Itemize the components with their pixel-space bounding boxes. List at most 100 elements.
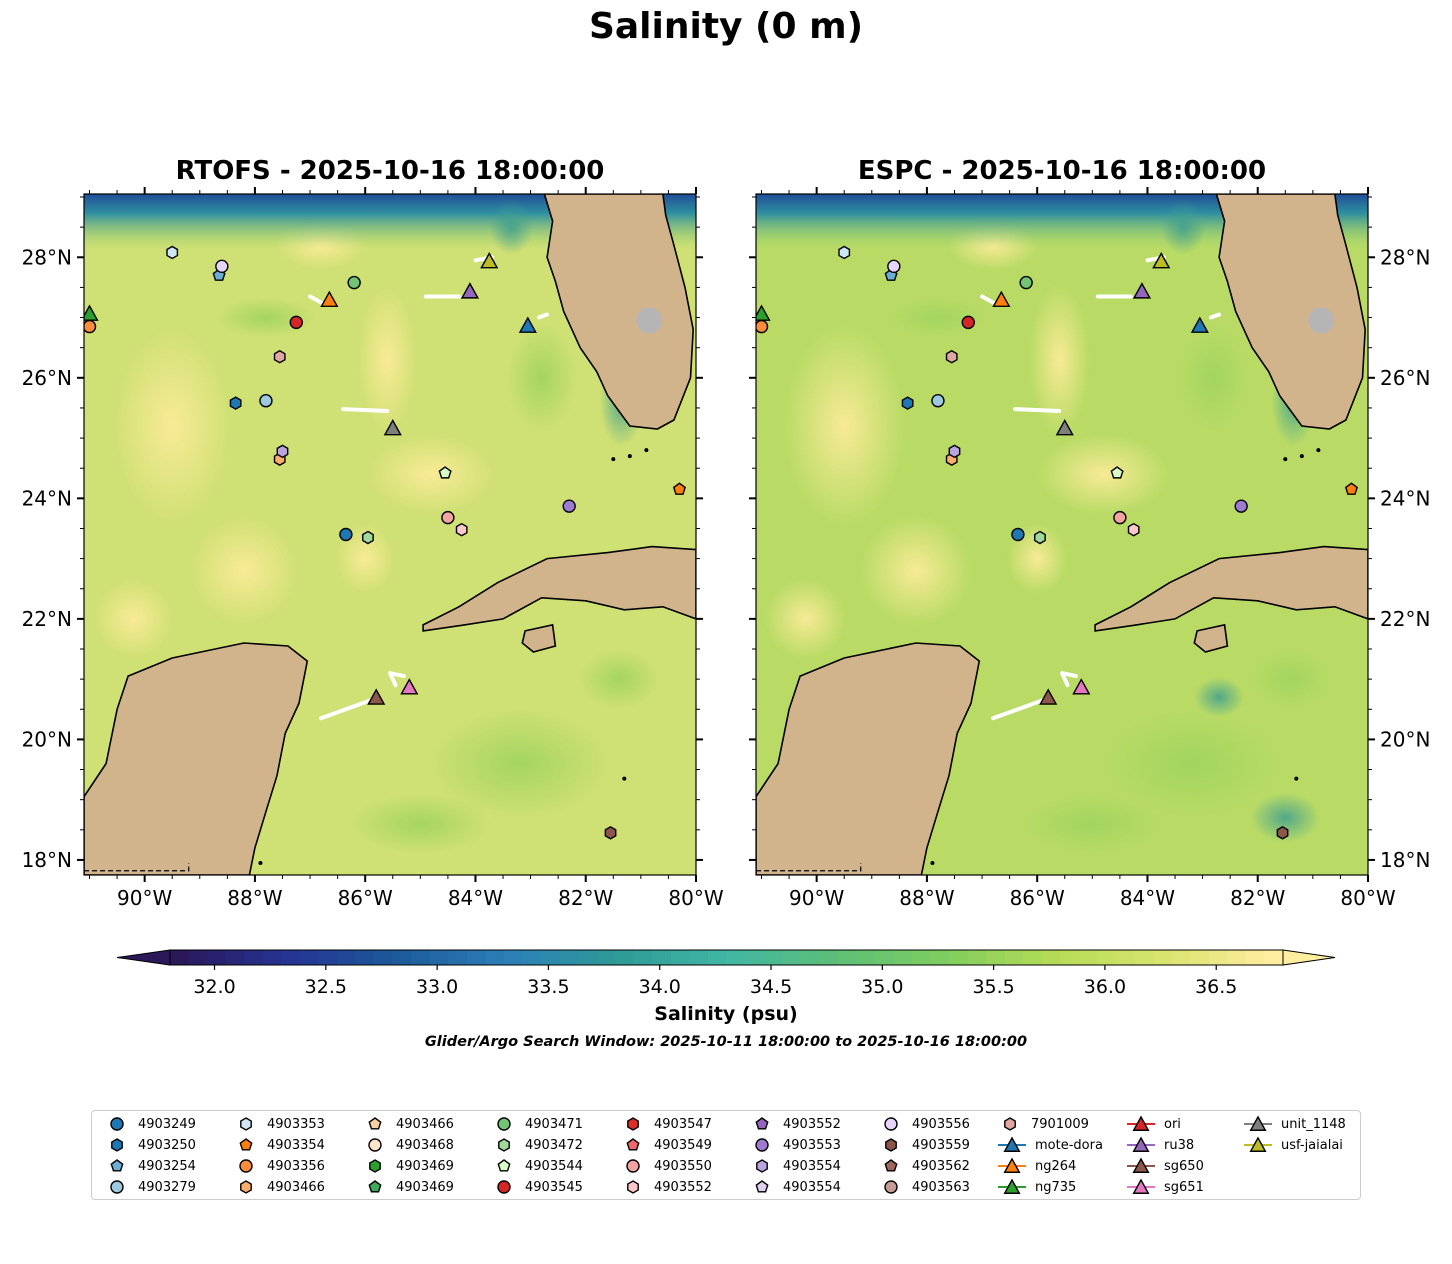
colorbar-segment <box>1041 950 1061 965</box>
colorbar-segment <box>837 950 857 965</box>
legend-hexagon-icon <box>369 1159 381 1173</box>
legend-marker <box>1244 1115 1272 1131</box>
legend-glider-icon <box>1249 1115 1267 1131</box>
lon-tick-label: 84°W <box>448 886 503 910</box>
colorbar-segment <box>763 950 783 965</box>
glider-track <box>319 698 373 721</box>
argo-float-4903354 <box>1344 482 1358 495</box>
legend-label: 4903279 <box>138 1179 196 1195</box>
colorbar-tick-label: 36.5 <box>1195 976 1237 998</box>
colorbar-tick-label: 32.5 <box>305 976 347 998</box>
legend-circle-icon <box>884 1117 898 1131</box>
country-border <box>84 862 190 872</box>
colorbar-label: Salinity (psu) <box>654 1003 798 1025</box>
colorbar-tick-label: 33.5 <box>527 976 569 998</box>
argo-float-4903552 <box>1127 522 1140 537</box>
legend-label: 4903547 <box>654 1116 712 1132</box>
legend-item: ori <box>1126 1114 1181 1134</box>
colorbar-segment <box>930 950 950 965</box>
lon-tick-label: 90°W <box>789 886 844 910</box>
colorbar-segment <box>800 950 820 965</box>
legend-pentagon-icon <box>110 1159 124 1172</box>
argo-float-4903356 <box>84 319 97 334</box>
legend-marker <box>627 1180 639 1194</box>
lon-tick-label: 80°W <box>668 886 723 910</box>
legend-marker <box>239 1138 253 1151</box>
salinity-eddy <box>765 578 846 659</box>
legend-hexagon-icon <box>1004 1117 1016 1131</box>
land-youth <box>1193 623 1229 653</box>
colorbar-segment <box>615 950 635 965</box>
land-youth <box>521 623 557 653</box>
land-yucatan <box>756 642 981 875</box>
legend-hexagon-icon <box>498 1138 510 1152</box>
islet <box>622 776 627 781</box>
legend-hexagon-icon <box>111 1138 123 1152</box>
legend-item: 4903552 <box>749 1114 841 1134</box>
argo-float-4903279 <box>931 394 945 408</box>
legend-marker <box>497 1159 511 1172</box>
legend-marker <box>884 1180 898 1194</box>
argo-float-4903471 <box>347 275 361 290</box>
land-cuba <box>422 545 696 632</box>
islet <box>258 860 263 865</box>
colorbar-segment <box>782 950 802 965</box>
argo-float-4903553 <box>1234 499 1248 513</box>
legend-marker <box>755 1180 769 1193</box>
argo-float-4903472 <box>362 530 374 545</box>
colorbar-segment <box>1227 950 1247 965</box>
colorbar-tick-label: 35.5 <box>972 976 1014 998</box>
legend: 4903249 4903250 4903254 4903279 4903353 49033… <box>91 1110 1361 1200</box>
salinity-eddy <box>784 326 905 527</box>
argo-float-4903559 <box>604 826 617 840</box>
islet <box>644 448 649 453</box>
legend-item: 4903249 <box>104 1114 196 1134</box>
colorbar: 32.0 32.5 33.0 33.5 34.0 34.5 35.0 35.5 36.0 36.5 <box>116 949 1336 998</box>
colorbar-frame <box>169 949 1284 966</box>
glider-sg651 <box>400 678 419 695</box>
legend-item: 4903250 <box>104 1135 196 1155</box>
salinity-eddy <box>1250 649 1331 710</box>
glider-ng735 <box>756 304 771 321</box>
legend-item: mote-dora <box>997 1135 1103 1155</box>
legend-pentagon-icon <box>368 1117 382 1130</box>
argo-float-4903545 <box>961 315 975 330</box>
legend-hexagon-icon <box>627 1117 639 1131</box>
argo-float-4903550 <box>441 510 455 525</box>
colorbar-extend-max <box>1282 949 1336 966</box>
search-window-caption: Glider/Argo Search Window: 2025-10-11 18… <box>424 1034 1028 1050</box>
legend-pentagon-icon <box>239 1138 253 1151</box>
legend-item: 4903466 <box>362 1114 454 1134</box>
colorbar-segment <box>707 950 728 965</box>
legend-item: 4903468 <box>362 1135 454 1155</box>
argo-float-4903353 <box>838 245 851 260</box>
legend-marker <box>885 1138 897 1152</box>
legend-label: ru38 <box>1164 1137 1195 1153</box>
legend-marker <box>998 1136 1026 1152</box>
colorbar-segment <box>485 950 505 965</box>
legend-label: 4903556 <box>912 1116 970 1132</box>
legend-label: 4903254 <box>138 1158 196 1174</box>
argo-float-7901009 <box>945 349 958 364</box>
legend-marker <box>240 1180 252 1194</box>
colorbar-tick-label: 36.0 <box>1084 976 1126 998</box>
salinity-eddy <box>350 793 491 854</box>
legend-label: ori <box>1164 1116 1181 1132</box>
lat-tick-label: 28°N <box>1380 245 1430 269</box>
colorbar-segment <box>874 950 895 965</box>
legend-pentagon-icon <box>626 1138 640 1151</box>
legend-item: 4903544 <box>491 1156 583 1176</box>
legend-item: ru38 <box>1126 1135 1194 1155</box>
legend-circle-icon <box>368 1138 382 1152</box>
colorbar-segment <box>1134 950 1154 965</box>
colorbar-segment <box>986 950 1006 965</box>
lat-tick-label: 26°N <box>22 366 72 390</box>
legend-item: 4903469 <box>362 1177 454 1197</box>
colorbar-segment <box>1060 950 1080 965</box>
legend-label: 4903559 <box>912 1137 970 1153</box>
legend-item: ng735 <box>997 1177 1076 1197</box>
colorbar-segment <box>1023 950 1043 965</box>
salinity-eddy <box>1178 322 1249 433</box>
lon-tick-label: 80°W <box>1340 886 1395 910</box>
glider-ng264 <box>992 290 1011 307</box>
